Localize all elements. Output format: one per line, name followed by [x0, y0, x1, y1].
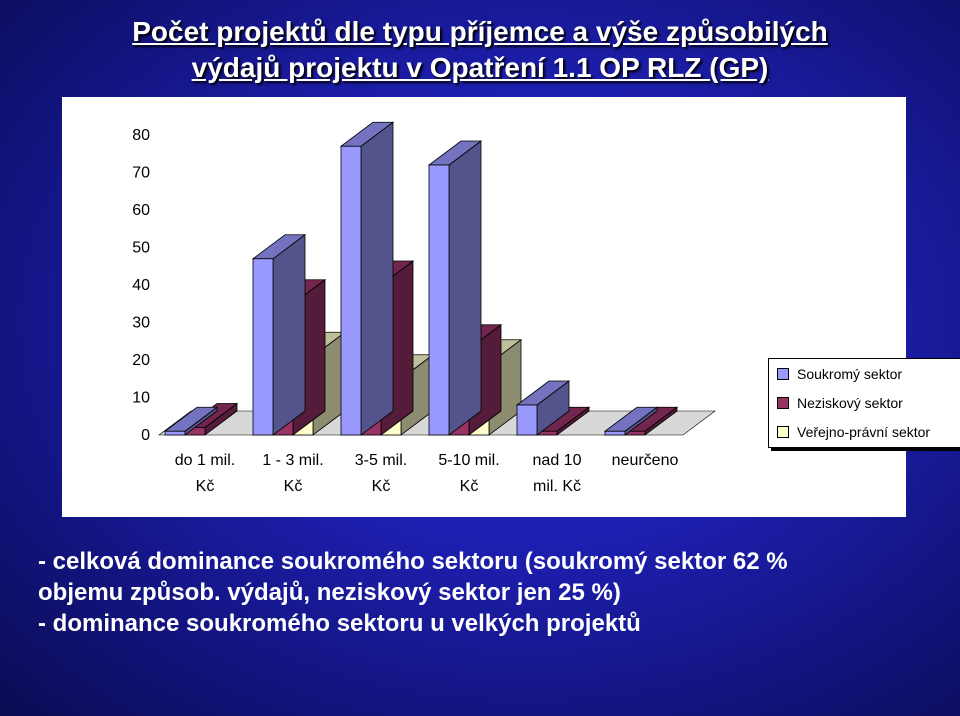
bar-0-0: [164, 430, 186, 436]
x-tick-label-2-0: 3-5 mil.: [355, 452, 407, 469]
x-tick-label-0-0: do 1 mil.: [175, 452, 235, 469]
legend-swatch-public: [777, 426, 789, 438]
x-tick-label-1-1: Kč: [284, 478, 303, 495]
legend-label-private: Soukromý sektor: [797, 366, 903, 382]
bar-1-0: [252, 258, 274, 436]
note-line-3: - dominance soukromého sektoru u velkých…: [38, 610, 641, 637]
legend-swatch-private: [777, 368, 789, 380]
summary-notes: - celková dominance soukromého sektoru (…: [38, 546, 918, 639]
title-line-1: Počet projektů dle typu příjemce a výše …: [132, 16, 828, 47]
legend-label-public: Veřejno-právní sektor: [797, 424, 931, 440]
x-tick-label-5-0: neurčeno: [612, 452, 679, 469]
bar-chart: 0 10 20 30 40 50 60 70 80 do 1 mil. Kč 1 - 3 mil. Kč…: [132, 121, 716, 495]
bar-side-3-0: [448, 140, 482, 436]
bar-side-1-0: [272, 233, 306, 436]
legend-swatch-nonprofit: [777, 397, 789, 409]
y-tick-label-4: 40: [132, 277, 150, 294]
y-tick-label-1: 10: [132, 390, 150, 407]
y-tick-label-7: 70: [132, 165, 150, 182]
bar-4-0: [516, 404, 538, 436]
x-tick-label-2-1: Kč: [372, 478, 391, 495]
bar-3-0: [428, 164, 450, 436]
bar-2-0: [340, 145, 362, 436]
legend-item-private: Soukromý sektor: [777, 365, 902, 383]
y-tick-label-5: 50: [132, 240, 150, 257]
chart-legend: Soukromý sektor Neziskový sektor Veřejno…: [768, 358, 960, 448]
y-tick-label-3: 30: [132, 315, 150, 332]
legend-label-nonprofit: Neziskový sektor: [797, 395, 903, 411]
y-tick-label-6: 60: [132, 202, 150, 219]
note-line-2: objemu způsob. výdajů, neziskový sektor …: [38, 579, 621, 606]
legend-item-public: Veřejno-právní sektor: [777, 423, 930, 441]
x-tick-label-4-0: nad 10: [533, 452, 582, 469]
x-tick-label-1-0: 1 - 3 mil.: [262, 452, 323, 469]
y-tick-label-8: 80: [132, 127, 150, 144]
x-tick-label-3-0: 5-10 mil.: [438, 452, 499, 469]
note-line-1: - celková dominance soukromého sektoru (…: [38, 548, 788, 575]
title-line-2: výdajů projektu v Opatření 1.1 OP RLZ (G…: [191, 52, 769, 83]
bar-side-2-0: [360, 121, 394, 436]
y-tick-label-0: 0: [141, 427, 150, 444]
slide-title: Počet projektů dle typu příjemce a výše …: [0, 14, 960, 86]
y-tick-label-2: 20: [132, 352, 150, 369]
legend-item-nonprofit: Neziskový sektor: [777, 394, 903, 412]
x-tick-label-4-1: mil. Kč: [533, 478, 581, 495]
bar-5-0: [604, 430, 626, 436]
x-tick-label-3-1: Kč: [460, 478, 479, 495]
x-tick-label-0-1: Kč: [196, 478, 215, 495]
chart-panel: 0 10 20 30 40 50 60 70 80 do 1 mil. Kč 1 - 3 mil. Kč…: [62, 97, 960, 517]
